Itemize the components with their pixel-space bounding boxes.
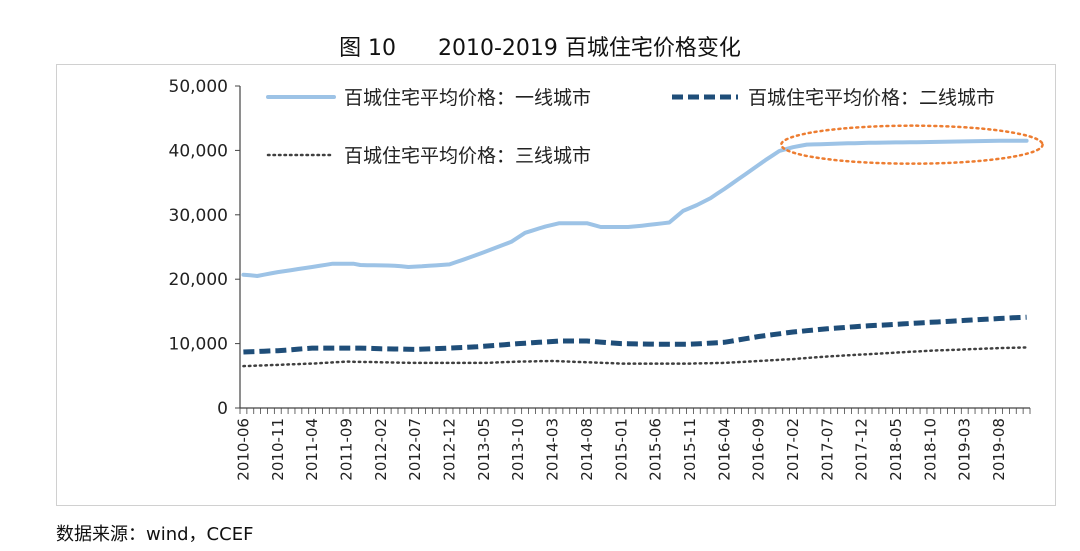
x-tick-label: 2019-08 [990, 418, 1008, 481]
x-tick-label: 2016-09 [750, 418, 768, 481]
x-tick-label: 2011-09 [337, 418, 355, 481]
legend-label: 百城住宅平均价格：二线城市 [748, 87, 995, 109]
x-tick-label: 2017-02 [784, 418, 802, 481]
x-tick-label: 2015-01 [612, 418, 630, 481]
x-tick-label: 2012-02 [372, 418, 390, 481]
legend-first-tier: 百城住宅平均价格：一线城市 [266, 87, 591, 109]
axes-group: 0 10,000 20,000 30,000 40,000 50,000 2010-06 20… [169, 77, 1031, 481]
x-tick-label: 2010-11 [269, 418, 287, 481]
y-tick-label: 30,000 [169, 206, 228, 226]
annotation-group [780, 124, 1044, 165]
y-tick-label: 50,000 [169, 77, 228, 97]
y-tick-label: 10,000 [169, 335, 228, 355]
legend-label: 百城住宅平均价格：一线城市 [344, 87, 591, 109]
x-tick-label: 2016-04 [715, 418, 733, 481]
x-tick-label: 2017-12 [853, 418, 871, 481]
y-tick-label: 0 [217, 399, 228, 419]
chart-title: 图 10 2010-2019 百城住宅价格变化 [339, 36, 741, 61]
highlight-ellipse [780, 124, 1044, 165]
x-tick-label: 2010-06 [234, 418, 252, 481]
data-source-note: 数据来源：wind，CCEF [56, 524, 254, 545]
legend-second-tier: 百城住宅平均价格：二线城市 [672, 87, 995, 109]
x-tick-label: 2014-03 [544, 418, 562, 481]
first-tier-city-line [241, 138, 1029, 278]
x-tick-label: 2013-10 [509, 418, 527, 481]
x-tick-label: 2018-10 [921, 418, 939, 481]
series-group [241, 138, 1029, 368]
y-tick-label: 40,000 [169, 141, 228, 161]
second-tier-city-line [243, 314, 1027, 355]
x-tick-label: 2013-05 [475, 418, 493, 481]
x-tick-label: 2012-07 [406, 418, 424, 481]
third-tier-city-line [242, 346, 1028, 368]
x-tick-label: 2019-03 [956, 418, 974, 481]
x-tick-label: 2014-08 [578, 418, 596, 481]
chart-frame [56, 64, 1056, 506]
x-tick-label: 2015-11 [681, 418, 699, 481]
x-tick-label: 2015-06 [647, 418, 665, 481]
x-tick-label: 2017-07 [818, 418, 836, 481]
x-tick-label: 2012-12 [441, 418, 459, 481]
legend-third-tier: 百城住宅平均价格：三线城市 [266, 145, 591, 167]
legend-label: 百城住宅平均价格：三线城市 [344, 145, 591, 167]
x-tick-label: 2011-04 [303, 418, 321, 481]
y-tick-label: 20,000 [169, 270, 228, 290]
x-tick-label: 2018-05 [887, 418, 905, 481]
